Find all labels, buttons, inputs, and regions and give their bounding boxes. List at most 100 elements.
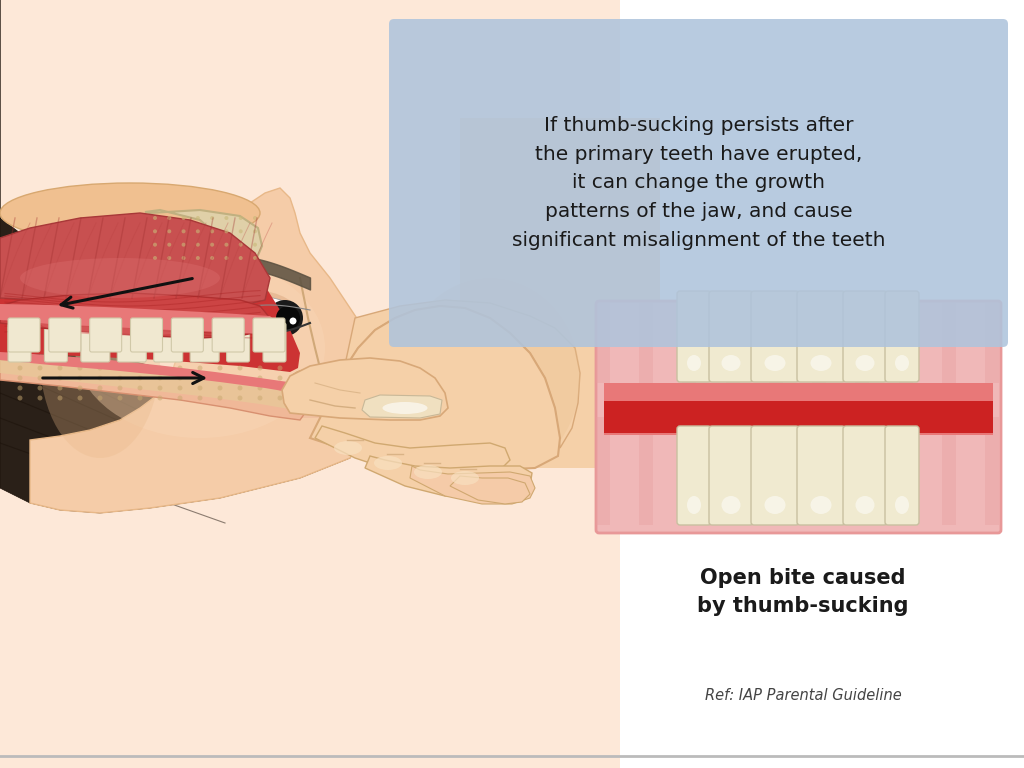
FancyBboxPatch shape: [751, 426, 799, 525]
Circle shape: [97, 376, 102, 380]
Circle shape: [196, 243, 200, 247]
Ellipse shape: [383, 402, 427, 414]
Ellipse shape: [895, 496, 909, 514]
FancyBboxPatch shape: [885, 426, 919, 525]
Polygon shape: [315, 426, 510, 478]
Circle shape: [17, 376, 23, 380]
Polygon shape: [0, 304, 278, 334]
Ellipse shape: [811, 496, 831, 514]
Circle shape: [257, 366, 262, 370]
Circle shape: [257, 376, 262, 380]
FancyBboxPatch shape: [709, 426, 753, 525]
Circle shape: [210, 243, 214, 247]
Ellipse shape: [855, 496, 874, 514]
FancyBboxPatch shape: [171, 318, 204, 352]
FancyBboxPatch shape: [49, 318, 81, 352]
Circle shape: [217, 396, 222, 400]
Ellipse shape: [40, 258, 160, 458]
Circle shape: [238, 396, 243, 400]
Ellipse shape: [20, 258, 220, 298]
Circle shape: [253, 230, 257, 233]
Polygon shape: [0, 360, 305, 420]
Bar: [726, 300, 739, 383]
Text: If thumb-sucking persists after
the primary teeth have erupted,
it can change th: If thumb-sucking persists after the prim…: [512, 116, 886, 250]
Bar: [604, 383, 993, 401]
Circle shape: [196, 216, 200, 220]
Polygon shape: [145, 210, 262, 268]
Ellipse shape: [811, 355, 831, 371]
Circle shape: [210, 230, 214, 233]
Polygon shape: [0, 213, 270, 308]
Circle shape: [224, 243, 228, 247]
Bar: [460, 118, 660, 468]
FancyBboxPatch shape: [843, 291, 887, 382]
Circle shape: [239, 230, 243, 233]
FancyBboxPatch shape: [263, 323, 286, 362]
Bar: [596, 300, 610, 383]
Bar: [898, 417, 912, 525]
Circle shape: [238, 366, 243, 370]
FancyBboxPatch shape: [118, 323, 146, 362]
Circle shape: [181, 243, 185, 247]
Circle shape: [257, 396, 262, 400]
Circle shape: [118, 386, 123, 390]
FancyBboxPatch shape: [212, 318, 244, 352]
Circle shape: [198, 376, 203, 380]
FancyBboxPatch shape: [389, 19, 1008, 347]
Bar: [604, 413, 993, 435]
Polygon shape: [0, 0, 370, 513]
Circle shape: [278, 376, 283, 380]
Circle shape: [257, 386, 262, 390]
Polygon shape: [450, 476, 530, 504]
Circle shape: [177, 366, 182, 370]
Circle shape: [181, 256, 185, 260]
Circle shape: [38, 366, 43, 370]
Bar: [855, 417, 869, 525]
Circle shape: [238, 386, 243, 390]
Bar: [682, 417, 696, 525]
Polygon shape: [0, 293, 270, 338]
Bar: [898, 300, 912, 383]
FancyBboxPatch shape: [596, 301, 1001, 533]
Circle shape: [78, 366, 83, 370]
Bar: [942, 417, 955, 525]
Polygon shape: [410, 466, 535, 504]
FancyBboxPatch shape: [8, 318, 40, 352]
Polygon shape: [340, 300, 580, 448]
Circle shape: [239, 256, 243, 260]
Circle shape: [153, 230, 157, 233]
Circle shape: [167, 216, 171, 220]
Circle shape: [276, 306, 300, 330]
Ellipse shape: [687, 496, 701, 514]
Bar: [985, 300, 999, 383]
Circle shape: [181, 230, 185, 233]
Circle shape: [177, 376, 182, 380]
FancyBboxPatch shape: [253, 318, 285, 352]
FancyBboxPatch shape: [190, 323, 219, 362]
Bar: [295, 388, 330, 418]
Ellipse shape: [765, 355, 785, 371]
Circle shape: [17, 386, 23, 390]
Circle shape: [253, 216, 257, 220]
Circle shape: [196, 256, 200, 260]
Circle shape: [158, 376, 163, 380]
Circle shape: [278, 386, 283, 390]
Circle shape: [17, 366, 23, 370]
Circle shape: [238, 376, 243, 380]
FancyBboxPatch shape: [797, 291, 845, 382]
Ellipse shape: [895, 355, 909, 371]
Bar: [942, 300, 955, 383]
Ellipse shape: [722, 355, 740, 371]
Ellipse shape: [75, 258, 325, 438]
Circle shape: [57, 366, 62, 370]
Bar: [812, 300, 826, 383]
Ellipse shape: [414, 465, 442, 479]
Circle shape: [267, 300, 303, 336]
Ellipse shape: [307, 368, 362, 408]
Circle shape: [253, 256, 257, 260]
Ellipse shape: [334, 441, 362, 455]
Circle shape: [196, 230, 200, 233]
FancyBboxPatch shape: [885, 291, 919, 382]
FancyBboxPatch shape: [90, 318, 122, 352]
Polygon shape: [282, 358, 449, 420]
